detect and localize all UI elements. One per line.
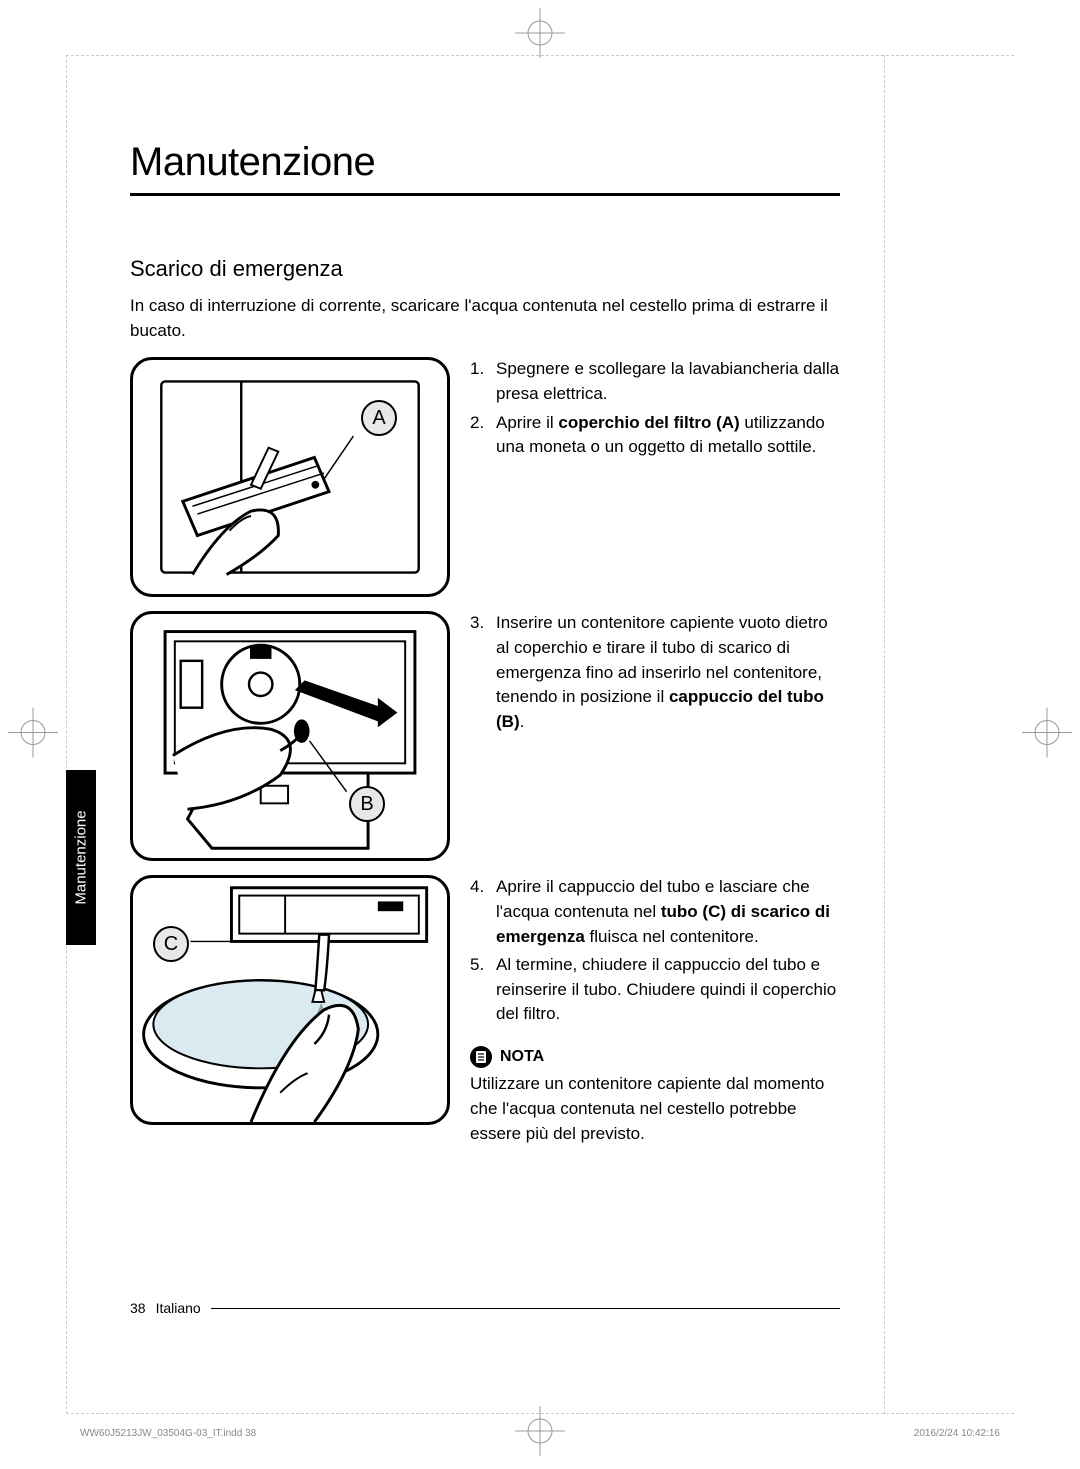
trim-line — [66, 1413, 1014, 1414]
registration-mark-left — [8, 707, 58, 762]
imprint-line: WW60J5213JW_03504G-03_IT.indd 38 2016/2/… — [80, 1428, 1000, 1439]
instruction-row: A Spegnere e scollegare la lavabiancheri… — [130, 357, 840, 597]
step-1: Spegnere e scollegare la lavabiancheria … — [470, 357, 840, 406]
page-content: Manutenzione Scarico di emergenza In cas… — [130, 140, 840, 1160]
page-title: Manutenzione — [130, 140, 840, 185]
trim-line — [884, 55, 885, 1414]
side-tab: Manutenzione — [66, 770, 96, 945]
trim-line — [66, 55, 1014, 56]
imprint-file: WW60J5213JW_03504G-03_IT.indd 38 — [80, 1428, 256, 1439]
instruction-row: B Inserire un contenitore capiente vuoto… — [130, 611, 840, 861]
steps-3: Inserire un contenitore capiente vuoto d… — [470, 611, 840, 738]
page-language: Italiano — [156, 1300, 201, 1316]
registration-mark-right — [1022, 707, 1072, 762]
trim-line — [66, 55, 67, 1414]
note-label: NOTA — [500, 1045, 544, 1068]
steps-1-2: Spegnere e scollegare la lavabiancheria … — [470, 357, 840, 464]
step-2: Aprire il coperchio del filtro (A) utili… — [470, 411, 840, 460]
step-5: Al termine, chiudere il cappuccio del tu… — [470, 953, 840, 1027]
figure-c: C — [130, 875, 450, 1125]
steps-4-5: Aprire il cappuccio del tubo e lasciare … — [470, 875, 840, 1146]
footer-rule — [211, 1308, 840, 1309]
instruction-row: C Aprire il cappuccio del tubo e lasciar… — [130, 875, 840, 1146]
page-footer: 38 Italiano — [130, 1300, 840, 1316]
figure-a: A — [130, 357, 450, 597]
figure-b: B — [130, 611, 450, 861]
imprint-stamp: 2016/2/24 10:42:16 — [914, 1428, 1000, 1439]
side-tab-label: Manutenzione — [73, 810, 90, 904]
section-subtitle: Scarico di emergenza — [130, 256, 840, 282]
title-rule — [130, 193, 840, 196]
note-heading: NOTA — [470, 1045, 840, 1068]
step-3: Inserire un contenitore capiente vuoto d… — [470, 611, 840, 734]
step-4: Aprire il cappuccio del tubo e lasciare … — [470, 875, 840, 949]
page-number: 38 — [130, 1300, 146, 1316]
note-icon — [470, 1046, 492, 1068]
note-body: Utilizzare un contenitore capiente dal m… — [470, 1072, 840, 1146]
intro-paragraph: In caso di interruzione di corrente, sca… — [130, 294, 840, 343]
